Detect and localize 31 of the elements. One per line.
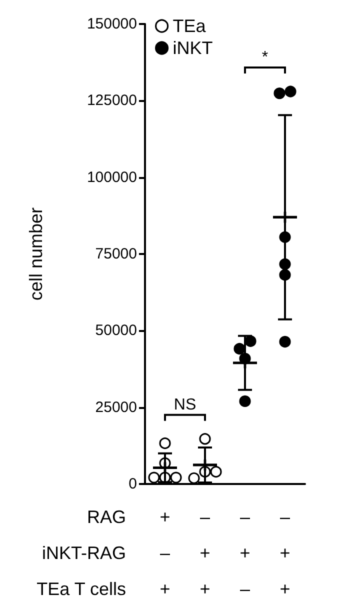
text: iNKT-RAG — [42, 543, 126, 563]
text: – — [160, 543, 170, 563]
y-tick-label: 75000 — [95, 246, 137, 262]
point — [199, 433, 211, 445]
y-tick-label: 50000 — [95, 322, 137, 340]
text: – — [280, 507, 290, 527]
y-tick-label: 150000 — [86, 16, 137, 32]
point — [159, 437, 171, 450]
legend-label: iNKT — [172, 38, 213, 58]
point — [239, 395, 251, 407]
point — [279, 336, 291, 348]
y-axis-title: cell number — [26, 207, 46, 301]
y-tick-label: 25000 — [95, 398, 137, 416]
text: + — [240, 543, 250, 563]
y-tick-label: 125000 — [86, 92, 137, 110]
text: + — [280, 579, 290, 599]
y-tick-label: 0 — [128, 476, 137, 492]
annotation: * — [262, 48, 268, 66]
text: – — [240, 507, 250, 527]
text: + — [280, 543, 290, 563]
text: – — [200, 507, 210, 527]
text: – — [240, 579, 250, 599]
text: + — [160, 507, 170, 527]
y-tick-label: 100000 — [86, 168, 137, 186]
text: + — [200, 543, 210, 563]
text: + — [200, 579, 210, 599]
legend-label: TEa — [172, 16, 207, 36]
text: + — [160, 579, 170, 599]
text: TEa T cells — [36, 579, 126, 599]
text: RAG — [86, 507, 126, 527]
annotation: NS — [174, 396, 196, 414]
